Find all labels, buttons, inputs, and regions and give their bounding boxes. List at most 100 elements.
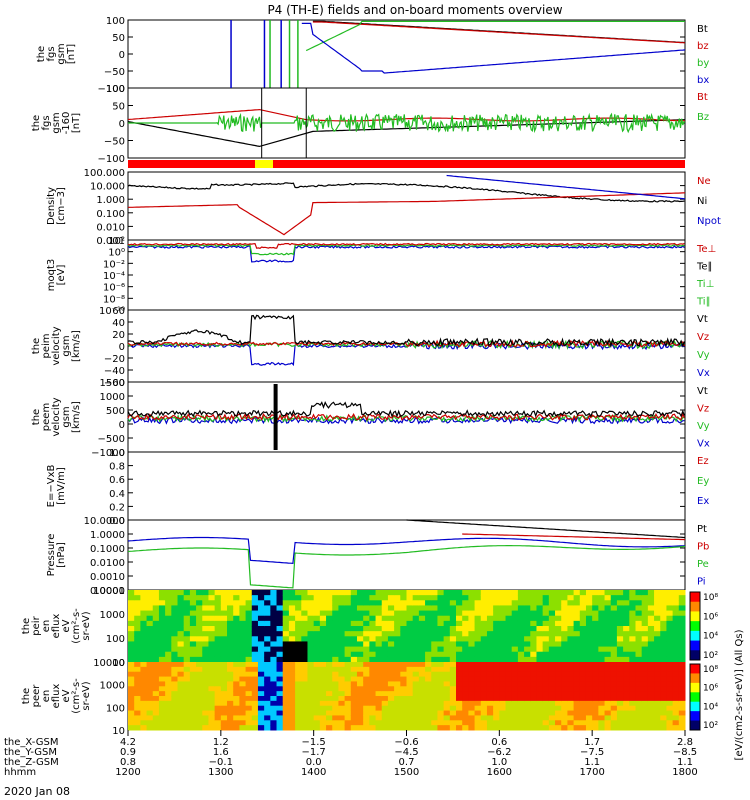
spectro-cell — [524, 686, 531, 692]
ylabel-fgs: the fgs gsm [nT] — [36, 43, 77, 64]
ylabel-line: gsm — [61, 335, 72, 356]
spectro-cell — [456, 636, 463, 642]
spectro-cell — [146, 610, 154, 617]
spectro-cell — [288, 646, 296, 653]
spectro-cell — [233, 720, 240, 726]
spectro-cell — [233, 676, 240, 682]
spectro-cell — [214, 662, 222, 668]
spectro-cell — [517, 656, 525, 663]
spectro-cell — [406, 656, 414, 663]
spectro-cell — [486, 715, 494, 721]
ylabel-line: fgs — [41, 115, 52, 130]
spectro-cell — [183, 631, 191, 637]
spectro-cell — [307, 590, 315, 596]
spectro-cell — [561, 681, 568, 687]
spectro-cell — [381, 696, 389, 702]
spectro-cell — [462, 595, 469, 601]
spectro-cell — [425, 691, 432, 697]
spectro-cell — [530, 610, 537, 617]
spectro-cell — [449, 720, 457, 726]
spectro-cell — [239, 615, 247, 622]
spectro-cell — [524, 691, 531, 697]
spectro-cell — [598, 590, 606, 596]
spectro-cell — [548, 696, 556, 702]
spectro-cell — [350, 696, 358, 702]
spectro-cell — [239, 681, 247, 687]
colorbar-swatch — [690, 640, 700, 651]
spectro-cell — [468, 605, 476, 612]
spectro-cell — [647, 600, 655, 606]
spectro-cell — [425, 676, 432, 682]
spectro-cell — [239, 610, 247, 617]
spectro-cell — [233, 696, 240, 702]
spectro-cell — [517, 700, 525, 707]
spectro-cell — [486, 710, 494, 716]
spectro-cell — [140, 620, 148, 627]
spectro-cell — [623, 686, 630, 692]
spectro-cell — [400, 641, 407, 648]
spectro-cell — [511, 590, 519, 596]
spectro-cell — [227, 671, 234, 678]
ylabel-line: sr-eV) — [81, 681, 92, 710]
spectro-cell — [282, 626, 290, 632]
spectro-cell — [629, 590, 636, 596]
spectro-cell — [134, 715, 141, 721]
spectro-cell — [381, 641, 389, 648]
spectro-cell — [561, 615, 568, 622]
spectro-cell — [257, 600, 265, 606]
spectro-cell — [369, 656, 377, 663]
spectrogram-peer — [128, 662, 686, 731]
spectro-cell — [177, 620, 185, 627]
spectro-cell — [456, 715, 463, 721]
spectro-cell — [468, 600, 476, 606]
spectro-cell — [227, 686, 234, 692]
spectro-cell — [394, 671, 401, 678]
spectro-cell — [208, 666, 216, 673]
spectro-cell — [307, 700, 315, 707]
spectro-cell — [418, 646, 426, 653]
spectro-cell — [338, 610, 346, 617]
spectro-cell — [326, 681, 333, 687]
spectro-cell — [338, 676, 346, 682]
spectro-cell — [146, 590, 154, 596]
spectro-cell — [425, 696, 432, 702]
spectro-cell — [245, 681, 253, 687]
spectro-cell — [536, 610, 544, 617]
spectro-cell — [208, 646, 216, 653]
spectro-cell — [227, 651, 234, 658]
spectro-cell — [276, 615, 284, 622]
spectro-cell — [257, 676, 265, 682]
spectro-cell — [257, 646, 265, 653]
spectro-cell — [233, 641, 240, 648]
spectro-cell — [350, 636, 358, 642]
spectro-cell — [307, 610, 315, 617]
spectro-cell — [505, 636, 513, 642]
spectro-cell — [152, 620, 160, 627]
spectro-cell — [647, 705, 655, 712]
spectro-cell — [635, 710, 643, 716]
spectro-cell — [227, 590, 234, 596]
spectro-cell — [338, 681, 346, 687]
spectro-cell — [344, 656, 352, 663]
spectro-cell — [301, 646, 308, 653]
spectro-cell — [592, 705, 599, 712]
spectro-cell — [610, 681, 618, 687]
spectro-cell — [672, 595, 680, 601]
spectro-cell — [375, 620, 383, 627]
spectro-cell — [486, 620, 494, 627]
spectro-cell — [177, 626, 185, 632]
spectro-cell — [511, 681, 519, 687]
spectro-cell — [369, 590, 377, 596]
spectro-cell — [264, 651, 271, 658]
spectro-cell — [561, 686, 568, 692]
spectro-cell — [567, 631, 575, 637]
spectro-cell — [654, 710, 661, 716]
spectro-cell — [474, 700, 482, 707]
spectro-cell — [257, 651, 265, 658]
spectro-cell — [332, 636, 339, 642]
spectro-cell — [381, 626, 389, 632]
spectro-cell — [486, 605, 494, 612]
spectro-cell — [486, 636, 494, 642]
spectro-cell — [598, 615, 606, 622]
spectro-cell — [443, 696, 451, 702]
